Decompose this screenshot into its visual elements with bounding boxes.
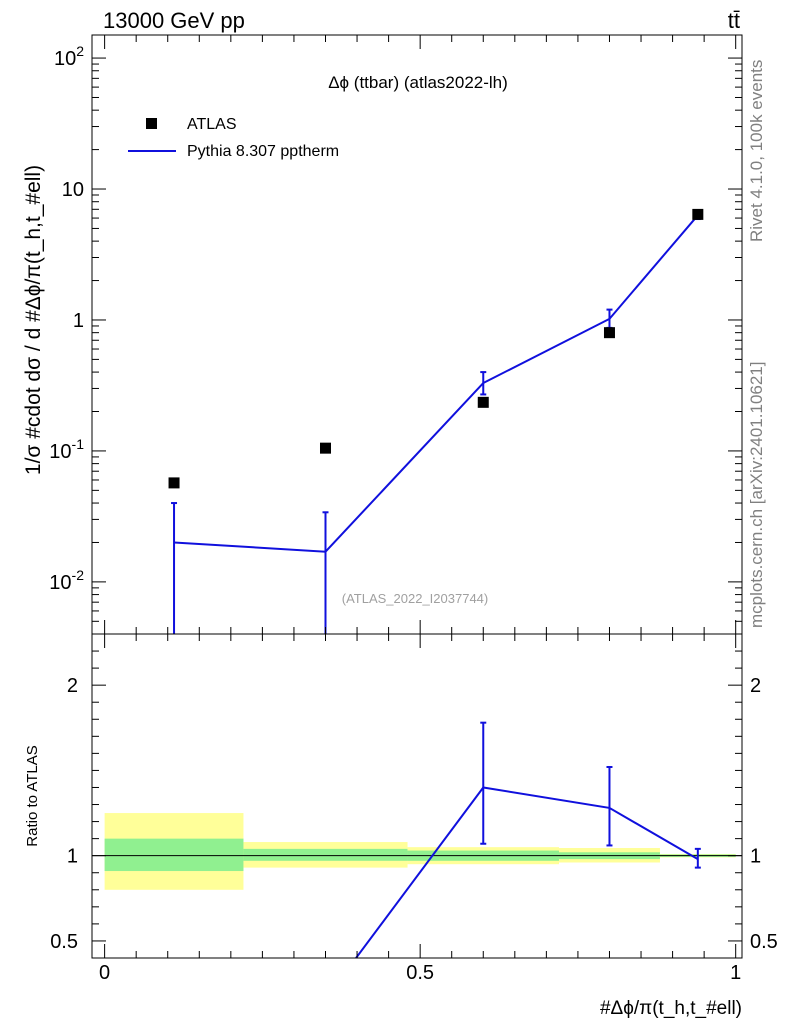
ratio-axes: 0.5 0.5 1 1 2 2 0 0.5 1 <box>50 633 778 984</box>
x-tick-label: 0 <box>99 962 110 984</box>
legend-atlas-marker <box>146 118 157 129</box>
ratio-y-axis-title: Ratio to ATLAS <box>24 745 41 846</box>
ratio-frame <box>91 633 743 959</box>
main-data-point <box>168 477 180 489</box>
x-tick-label: 0.5 <box>406 962 434 984</box>
ratio-y-tick-label-right: 1 <box>750 846 761 868</box>
ratio-panel: 0.5 0.5 1 1 2 2 0 0.5 1 Ratio to ATLAS #Δϕ/π(t_h… <box>24 633 778 1019</box>
main-y-tick-label: 1 <box>73 310 84 332</box>
main-y-tick-label: 10-1 <box>49 436 84 463</box>
ratio-y-tick-label-right: 2 <box>750 675 761 697</box>
main-data-point <box>603 327 615 339</box>
main-y-tick-label: 10-2 <box>49 567 84 594</box>
main-data-point <box>477 396 489 408</box>
main-data-point <box>319 442 331 454</box>
legend-pythia-label: Pythia 8.307 pptherm <box>187 143 339 160</box>
main-y-tick-label: 102 <box>54 43 84 70</box>
ratio-y-tick-label-right: 0.5 <box>750 931 778 953</box>
ratio-band-inner <box>243 848 408 861</box>
legend-atlas-label: ATLAS <box>187 116 237 133</box>
rivet-version-label: Rivet 4.1.0, 100k events <box>747 60 766 242</box>
x-tick-label: 1 <box>730 962 741 984</box>
main-axes: 10-2 10-1 1 10 102 <box>49 34 743 635</box>
process-label: tt̄ <box>728 8 740 33</box>
ratio-y-tick-label: 2 <box>67 675 78 697</box>
ratio-band-inner <box>104 838 244 872</box>
main-panel: Δϕ (ttbar) (atlas2022-lh) (ATLAS_2022_I2… <box>22 34 743 635</box>
main-plot-title: Δϕ (ttbar) (atlas2022-lh) <box>328 73 508 92</box>
ratio-y-tick-label: 1 <box>67 846 78 868</box>
ratio-mc-line <box>354 786 699 958</box>
main-y-axis-label: 1/σ #cdot dσ / d #Δϕ/π(t_h,t_#ell) <box>22 165 45 475</box>
analysis-watermark: (ATLAS_2022_I2037744) <box>342 591 488 606</box>
source-label: mcplots.cern.ch [arXiv:2401.10621] <box>747 362 766 628</box>
ratio-data-layer <box>92 721 742 958</box>
ratio-y-tick-label: 0.5 <box>50 931 78 953</box>
main-y-axis-title: 1/σ #cdot dσ / d #Δϕ/π(t_h,t_#ell) <box>22 165 45 475</box>
x-axis-title: #Δϕ/π(t_h,t_#ell) <box>600 998 742 1019</box>
legend: ATLAS Pythia 8.307 pptherm <box>128 116 339 160</box>
main-data-layer <box>168 208 704 634</box>
main-y-tick-label: 10 <box>62 179 84 201</box>
main-mc-line <box>173 214 699 553</box>
main-data-point <box>692 208 704 220</box>
energy-label: 13000 GeV pp <box>103 8 245 33</box>
